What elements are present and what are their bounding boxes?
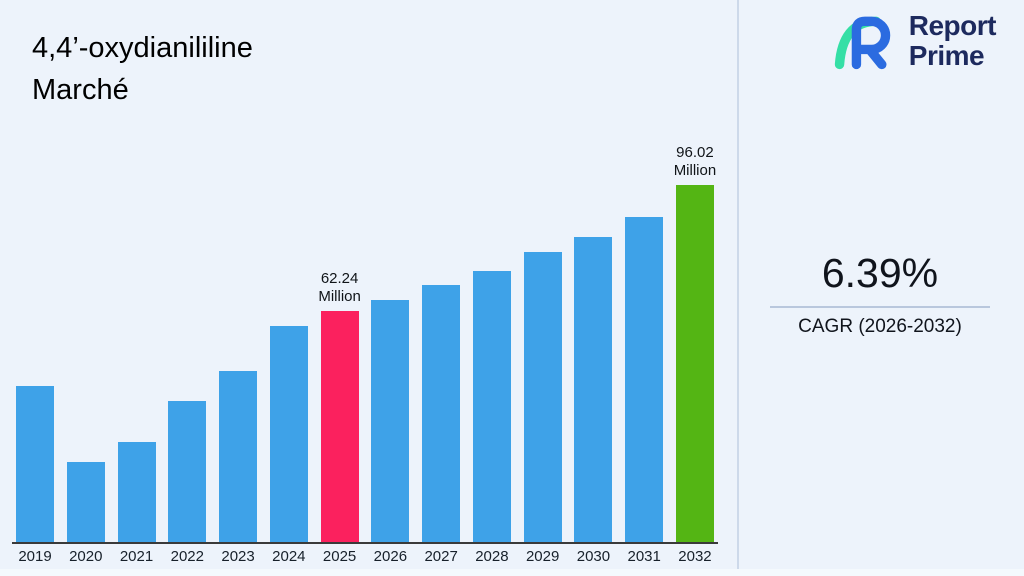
bar-column-2028 <box>469 271 515 542</box>
bar-column-2031 <box>621 217 667 542</box>
cagr-block: 6.39% CAGR (2026-2032) <box>752 250 1008 338</box>
bar-column-2023 <box>215 371 261 542</box>
bar-2023 <box>219 371 258 542</box>
bar-column-2019 <box>12 386 58 542</box>
page-title: 4,4’-oxydianililine Marché <box>32 27 253 111</box>
bar-2032 <box>675 185 714 542</box>
bar-chart-plot-area: 62.24 Million 96.02 Million <box>12 142 718 544</box>
bar-column-2030 <box>570 237 616 542</box>
report-prime-logo-text: Report Prime <box>908 10 997 71</box>
bar-2030 <box>574 237 613 542</box>
bar-chart: 62.24 Million 96.02 Million 2019 2020 2021 202… <box>12 142 718 565</box>
bar-2019 <box>16 386 54 542</box>
bar-column-2032: 96.02 Million <box>672 144 718 542</box>
bar-2029 <box>523 252 562 542</box>
x-tick-2027: 2027 <box>424 548 458 565</box>
x-tick-2019: 2019 <box>18 548 52 565</box>
cagr-divider <box>770 306 990 308</box>
page-title-line2: Marché <box>32 74 129 107</box>
x-axis-ticks: 2019 2020 2021 2022 2023 2024 2025 2026 2027 2028… <box>12 548 718 565</box>
bar-2031 <box>625 217 664 542</box>
x-tick-2028: 2028 <box>475 548 509 565</box>
bar-2020 <box>66 462 105 542</box>
cagr-label: CAGR (2026-2032) <box>798 316 962 337</box>
x-tick-2024: 2024 <box>272 548 306 565</box>
logo-word-prime: Prime <box>908 40 985 71</box>
bar-2024 <box>269 326 308 542</box>
bar-value-label-2025: 62.24 Million <box>318 270 361 305</box>
bar-column-2029 <box>520 252 566 542</box>
bar-column-2025: 62.24 Million <box>317 270 363 542</box>
page-title-line1: 4,4’-oxydianililine <box>32 32 253 65</box>
x-tick-2020: 2020 <box>69 548 103 565</box>
bar-column-2027 <box>418 285 464 542</box>
bar-2021 <box>117 442 156 542</box>
x-tick-2026: 2026 <box>373 548 408 565</box>
bar-column-2021 <box>114 442 160 542</box>
bar-2025 <box>320 311 359 542</box>
bar-column-2024 <box>266 326 312 542</box>
x-tick-2030: 2030 <box>576 548 611 565</box>
x-tick-2029: 2029 <box>525 548 560 565</box>
bar-value-label-2032: 96.02 Million <box>673 144 717 179</box>
bar-2027 <box>422 285 461 542</box>
bar-column-2020 <box>63 462 109 542</box>
panel-separator <box>737 0 739 576</box>
bar-2028 <box>472 271 511 542</box>
x-tick-2023: 2023 <box>221 548 255 565</box>
cagr-value: 6.39% <box>821 250 939 296</box>
report-prime-logo: Report Prime <box>827 10 997 72</box>
bottom-strip <box>0 569 1024 576</box>
x-tick-2022: 2022 <box>170 548 204 565</box>
x-tick-2032: 2032 <box>678 548 712 565</box>
logo-word-report: Report <box>908 10 997 41</box>
x-tick-2031: 2031 <box>627 548 661 565</box>
x-tick-2025: 2025 <box>322 548 357 565</box>
bar-column-2026 <box>367 300 413 542</box>
x-tick-2021: 2021 <box>119 548 154 565</box>
bar-2022 <box>168 401 207 542</box>
bar-2026 <box>371 300 410 542</box>
bar-column-2022 <box>164 401 210 542</box>
report-prime-logo-icon <box>834 16 890 70</box>
